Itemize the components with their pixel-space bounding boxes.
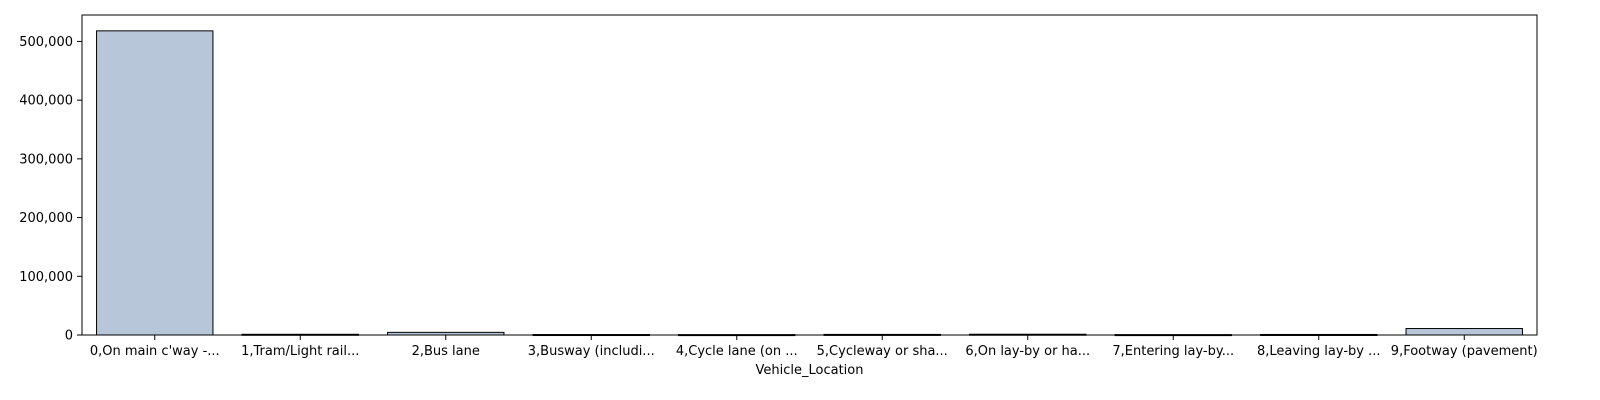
bar-0 [96,30,214,336]
y-tick-label-1: 100,000 [19,270,73,285]
x-tick-label-2: 2,Bus lane [412,344,480,359]
x-tick-label-9: 9,Footway (pavement) [1391,344,1538,359]
y-tick-label-3: 300,000 [19,152,73,167]
bars-group [96,30,1523,337]
x-tick-label-5: 5,Cycleway or sha... [817,344,948,359]
x-tick-label-1: 1,Tram/Light rail... [241,344,359,359]
y-tick-label-4: 400,000 [19,94,73,109]
x-tick-label-7: 7,Entering lay-by... [1112,344,1234,359]
y-axis: 0 100,000 200,000 300,000 400,000 500,000 [19,35,82,344]
x-tick-label-3: 3,Busway (includi... [528,344,655,359]
x-tick-label-4: 4,Cycle lane (on ... [676,344,798,359]
x-tick-label-6: 6,On lay-by or ha... [965,344,1090,359]
y-tick-label-0: 0 [65,329,73,344]
bar-9 [1405,328,1523,336]
x-tick-label-8: 8,Leaving lay-by ... [1257,344,1381,359]
y-tick-label-2: 200,000 [19,211,73,226]
y-tick-label-5: 500,000 [19,35,73,50]
x-tick-label-0: 0,On main c'way -... [90,344,220,359]
x-axis-label: Vehicle_Location [756,363,864,378]
plot-frame [81,14,1538,336]
x-axis: 0,On main c'way -... 1,Tram/Light rail...… [90,335,1538,359]
